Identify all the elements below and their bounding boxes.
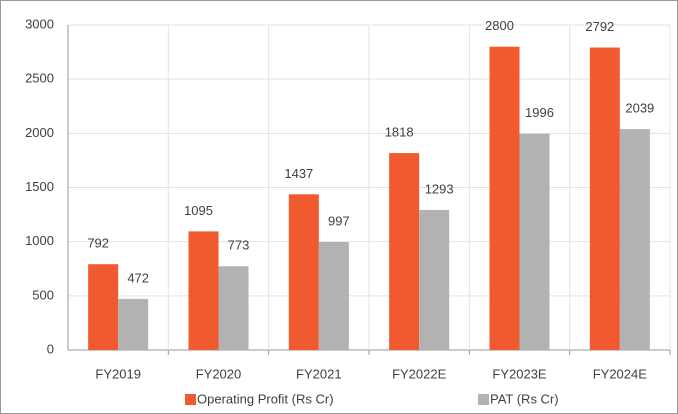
- data-label: 773: [228, 238, 250, 253]
- data-label: 2800: [485, 18, 514, 33]
- x-tick-label: FY2022E: [392, 366, 447, 381]
- x-tick-label: FY2024E: [593, 366, 648, 381]
- legend-swatch: [478, 394, 489, 405]
- x-tick-label: FY2020: [196, 366, 242, 381]
- data-label: 1095: [184, 203, 213, 218]
- bar: [489, 46, 520, 351]
- data-label: 1293: [425, 181, 454, 196]
- bar: [218, 266, 249, 350]
- data-label: 472: [127, 270, 149, 285]
- legend-label: PAT (Rs Cr): [490, 391, 559, 406]
- y-tick-label: 2000: [25, 125, 54, 140]
- x-tick-label: FY2023E: [492, 366, 547, 381]
- bar: [88, 264, 119, 350]
- x-tick-label: FY2019: [95, 366, 141, 381]
- data-label: 1437: [284, 166, 313, 181]
- legend-swatch: [185, 394, 196, 405]
- bar: [419, 209, 450, 350]
- x-tick-label: FY2021: [296, 366, 342, 381]
- bar: [519, 133, 550, 350]
- data-label: 997: [328, 213, 350, 228]
- y-tick-label: 1500: [25, 179, 54, 194]
- y-tick-label: 1000: [25, 233, 54, 248]
- y-tick-label: 3000: [25, 16, 54, 31]
- bar: [589, 47, 620, 351]
- data-label: 1818: [385, 124, 414, 139]
- bar: [288, 194, 319, 350]
- y-tick-label: 2500: [25, 71, 54, 86]
- data-label: 2792: [585, 19, 614, 34]
- data-label: 2039: [625, 101, 654, 116]
- bar: [188, 231, 219, 350]
- bar: [318, 241, 349, 350]
- y-tick-label: 0: [47, 341, 54, 356]
- data-label: 1996: [525, 105, 554, 120]
- bar: [619, 129, 650, 350]
- y-tick-label: 500: [32, 287, 54, 302]
- bar: [389, 153, 420, 350]
- bar: [118, 298, 149, 350]
- data-label: 792: [87, 236, 109, 251]
- legend-label: Operating Profit (Rs Cr): [197, 391, 334, 406]
